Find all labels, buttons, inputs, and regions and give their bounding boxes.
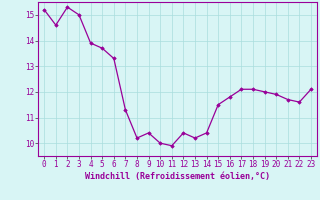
X-axis label: Windchill (Refroidissement éolien,°C): Windchill (Refroidissement éolien,°C)	[85, 172, 270, 181]
